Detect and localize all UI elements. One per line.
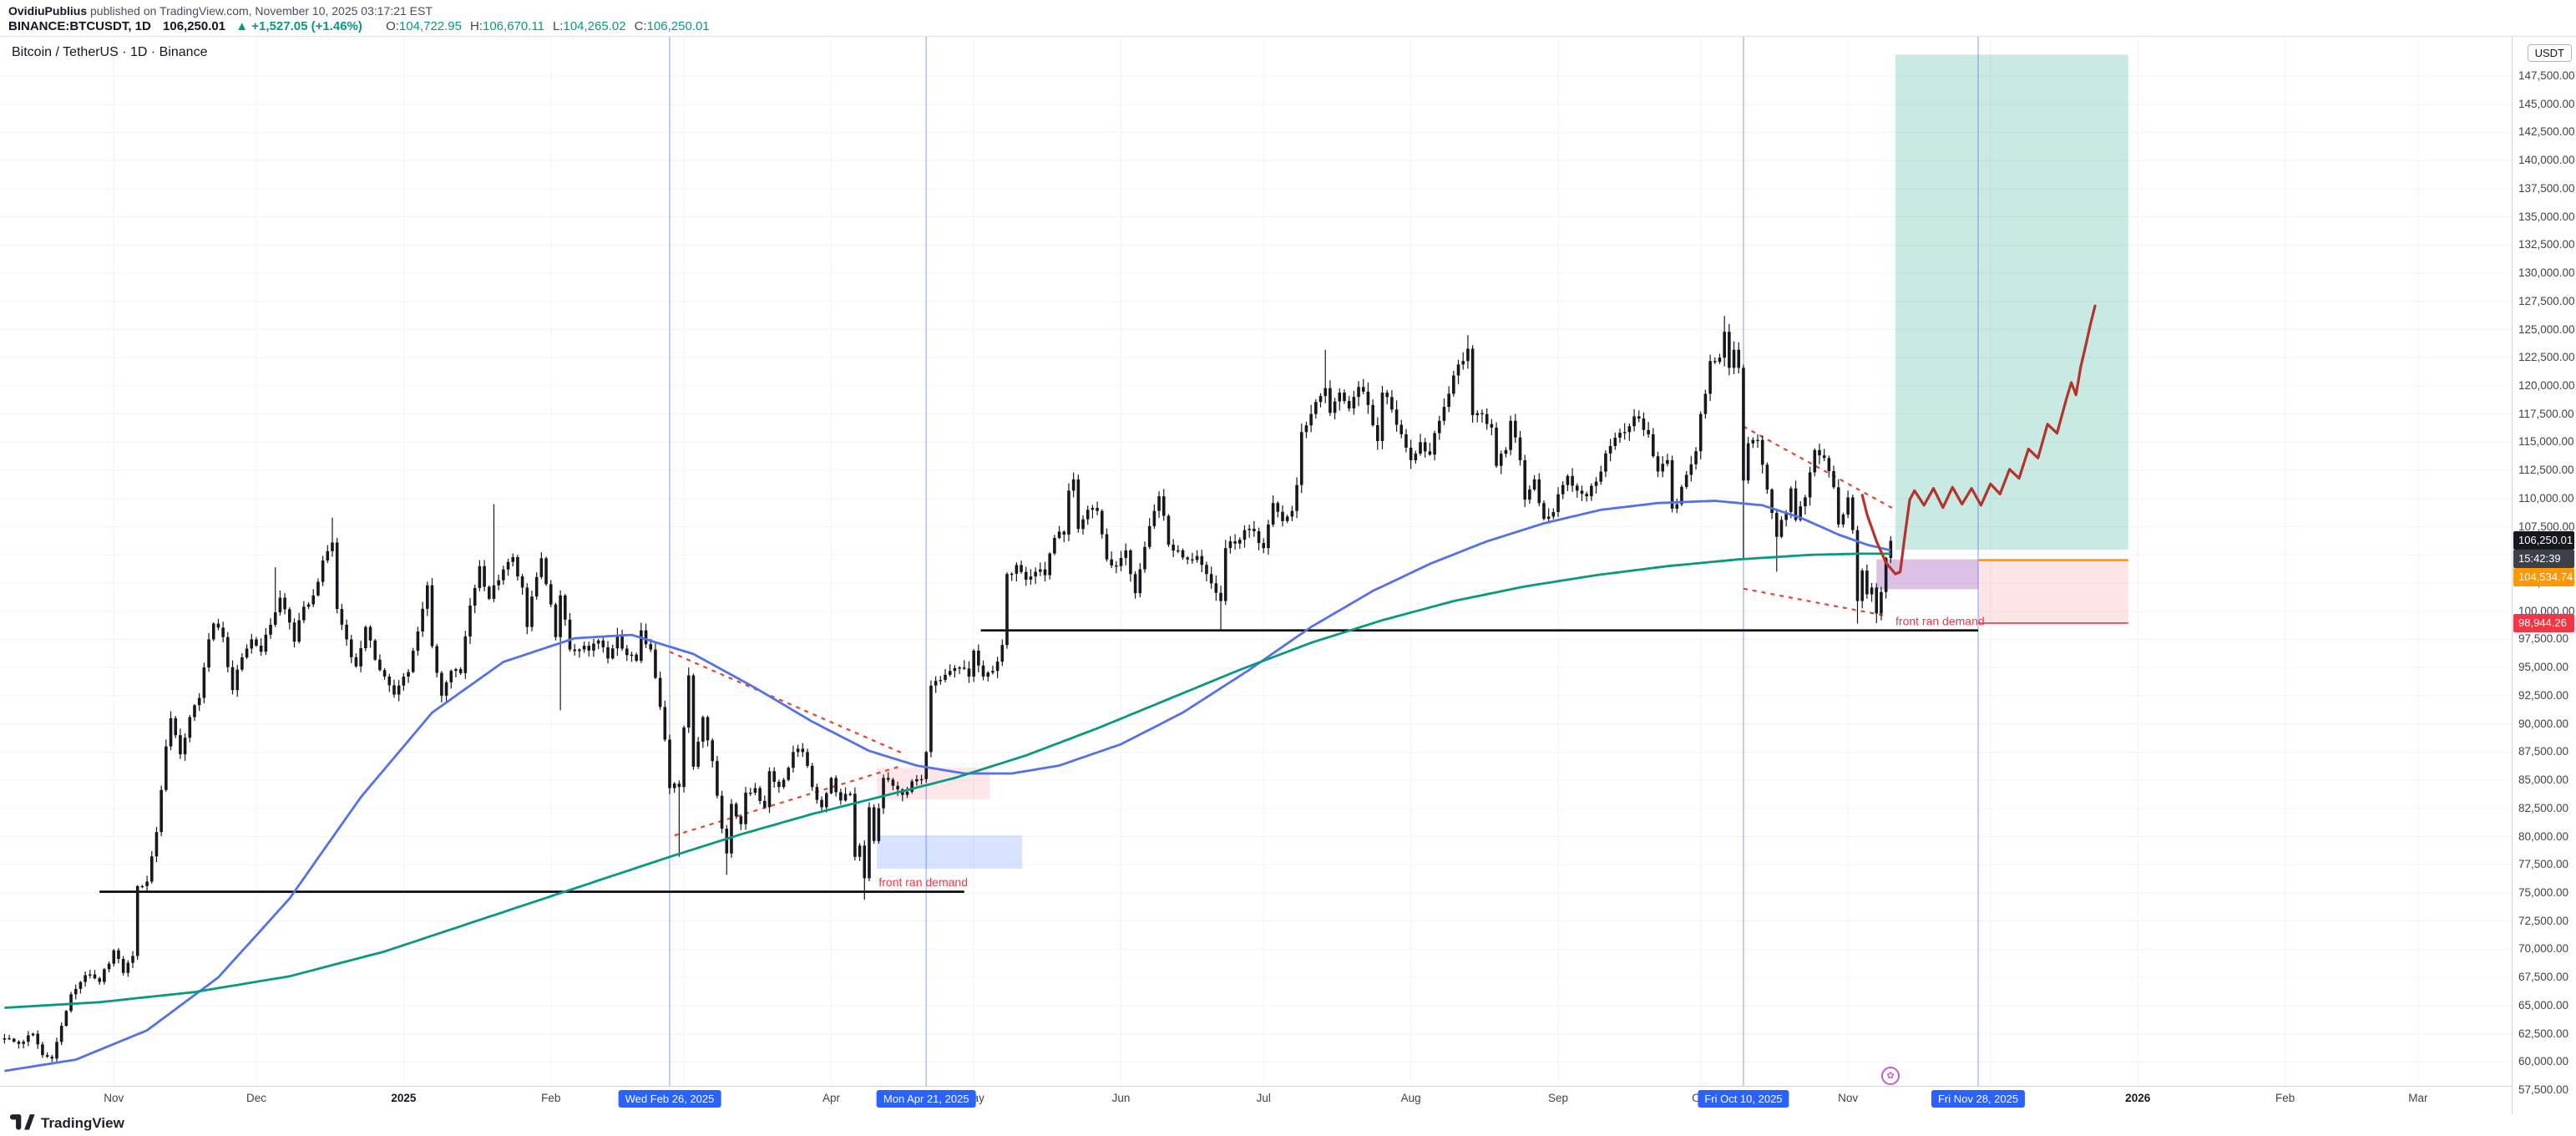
- open-value: 104,722.95: [398, 19, 462, 33]
- footer: TradingView: [10, 1114, 124, 1133]
- price-tick: 137,500.00: [2518, 181, 2575, 195]
- date-badge: Fri Nov 28, 2025: [1931, 1090, 2026, 1108]
- close-value: 106,250.01: [646, 19, 710, 33]
- price-tick: 95,000.00: [2518, 661, 2569, 674]
- price-tick: 107,500.00: [2518, 520, 2575, 533]
- price-tick: 145,000.00: [2518, 97, 2575, 110]
- price-tick: 117,500.00: [2518, 407, 2574, 420]
- front-ran-demand-label: front ran demand: [878, 875, 968, 889]
- published-info: published on TradingView.com, November 1…: [87, 4, 433, 18]
- stop-price-badge: 98,944.26: [2513, 614, 2574, 632]
- price-tick: 67,500.00: [2518, 971, 2569, 984]
- price-tick: 147,500.00: [2518, 69, 2575, 82]
- time-tick-feb: Feb: [541, 1092, 561, 1104]
- byline: OvidiuPublius published on TradingView.c…: [8, 3, 2576, 18]
- symbol-info-row: BINANCE:BTCUSDT, 1D 106,250.01 ▲ +1,527.…: [8, 18, 2576, 35]
- date-badge: Fri Oct 10, 2025: [1698, 1090, 1789, 1108]
- time-tick-2026: 2026: [2125, 1092, 2151, 1104]
- last-price-value: 106,250.01: [163, 19, 226, 33]
- price-tick: 70,000.00: [2518, 942, 2569, 956]
- time-tick-feb: Feb: [2275, 1092, 2295, 1104]
- time-tick-dec: Dec: [245, 1092, 266, 1104]
- price-tick: 112,500.00: [2518, 464, 2574, 477]
- tradingview-logo-icon[interactable]: [10, 1114, 35, 1133]
- price-tick: 132,500.00: [2518, 238, 2575, 251]
- time-tick-jun: Jun: [1111, 1092, 1131, 1104]
- high-label: H:: [470, 19, 483, 33]
- time-tick-mar: Mar: [2408, 1092, 2428, 1104]
- time-tick-aug: Aug: [1400, 1092, 1421, 1104]
- emoji-marker-icon[interactable]: ✿: [1881, 1067, 1900, 1085]
- price-tick: 110,000.00: [2518, 491, 2574, 505]
- open-label: O:: [386, 19, 399, 33]
- price-tick: 65,000.00: [2518, 998, 2569, 1012]
- time-tick-apr: Apr: [822, 1092, 840, 1104]
- chart-canvas[interactable]: front ran demand front ran demand: [0, 0, 2512, 1113]
- high-value: 106,670.11: [483, 19, 544, 33]
- price-tick: 87,500.00: [2518, 745, 2569, 758]
- price-tick: 92,500.00: [2518, 688, 2569, 702]
- change-value: +1,527.05 (+1.46%): [251, 19, 362, 33]
- date-badge: Mon Apr 21, 2025: [876, 1090, 976, 1108]
- price-tick: 82,500.00: [2518, 801, 2569, 814]
- entry-price-badge: 104,534.74: [2513, 568, 2574, 586]
- last-price-badge: 106,250.01: [2513, 531, 2574, 550]
- front-ran-demand-label: front ran demand: [1895, 615, 1985, 628]
- tradingview-wordmark[interactable]: TradingView: [41, 1115, 124, 1131]
- price-tick: 125,000.00: [2518, 322, 2575, 336]
- price-tick: 135,000.00: [2518, 210, 2575, 223]
- price-tick: 122,500.00: [2518, 351, 2575, 364]
- ohlc-values: O:104,722.95 H:106,670.11 L:104,265.02 C:10…: [377, 19, 710, 33]
- price-tick: 127,500.00: [2518, 294, 2575, 307]
- author-name[interactable]: OvidiuPublius: [8, 4, 88, 18]
- price-tick: 120,000.00: [2518, 378, 2575, 392]
- price-tick: 62,500.00: [2518, 1027, 2569, 1040]
- currency-label: USDT: [2527, 44, 2572, 62]
- time-tick-nov: Nov: [104, 1092, 124, 1104]
- chart-header: OvidiuPublius published on TradingView.c…: [0, 0, 2576, 37]
- price-tick: 75,000.00: [2518, 885, 2569, 899]
- low-value: 104,265.02: [563, 19, 626, 33]
- countdown-badge: 15:42:39: [2513, 550, 2574, 568]
- price-tick: 140,000.00: [2518, 154, 2575, 167]
- price-tick: 60,000.00: [2518, 1055, 2569, 1068]
- price-tick: 130,000.00: [2518, 266, 2575, 280]
- price-tick: 77,500.00: [2518, 858, 2569, 871]
- time-tick-sep: Sep: [1548, 1092, 1569, 1104]
- price-change: ▲ +1,527.05 (+1.46%): [235, 19, 362, 33]
- price-tick: 72,500.00: [2518, 914, 2569, 927]
- close-label: C:: [634, 19, 647, 33]
- time-axis[interactable]: NovDec2025FebMarAprMayJunJulAugSepOctNov…: [0, 1086, 2512, 1113]
- price-tick: 142,500.00: [2518, 125, 2575, 139]
- chart-legend[interactable]: Bitcoin / TetherUS · 1D · Binance: [12, 45, 208, 59]
- price-tick: 97,500.00: [2518, 632, 2569, 646]
- price-axis[interactable]: 57,500.00 60,000.00 62,500.00 65,000.00 67,5…: [2512, 37, 2576, 1114]
- time-tick-2025: 2025: [391, 1092, 417, 1104]
- price-tick: 90,000.00: [2518, 717, 2569, 730]
- price-tick: 80,000.00: [2518, 829, 2569, 843]
- price-tick: 57,500.00: [2518, 1083, 2569, 1096]
- time-tick-jul: Jul: [1256, 1092, 1271, 1104]
- low-label: L:: [552, 19, 564, 33]
- price-tick: 115,000.00: [2518, 435, 2574, 449]
- price-tick: 85,000.00: [2518, 773, 2569, 787]
- symbol-title[interactable]: BINANCE:BTCUSDT, 1D: [8, 19, 151, 33]
- time-tick-nov: Nov: [1838, 1092, 1859, 1104]
- date-badge: Wed Feb 26, 2025: [618, 1090, 721, 1108]
- up-arrow-icon: ▲: [235, 19, 249, 33]
- price-tick: 100,000.00: [2518, 604, 2575, 617]
